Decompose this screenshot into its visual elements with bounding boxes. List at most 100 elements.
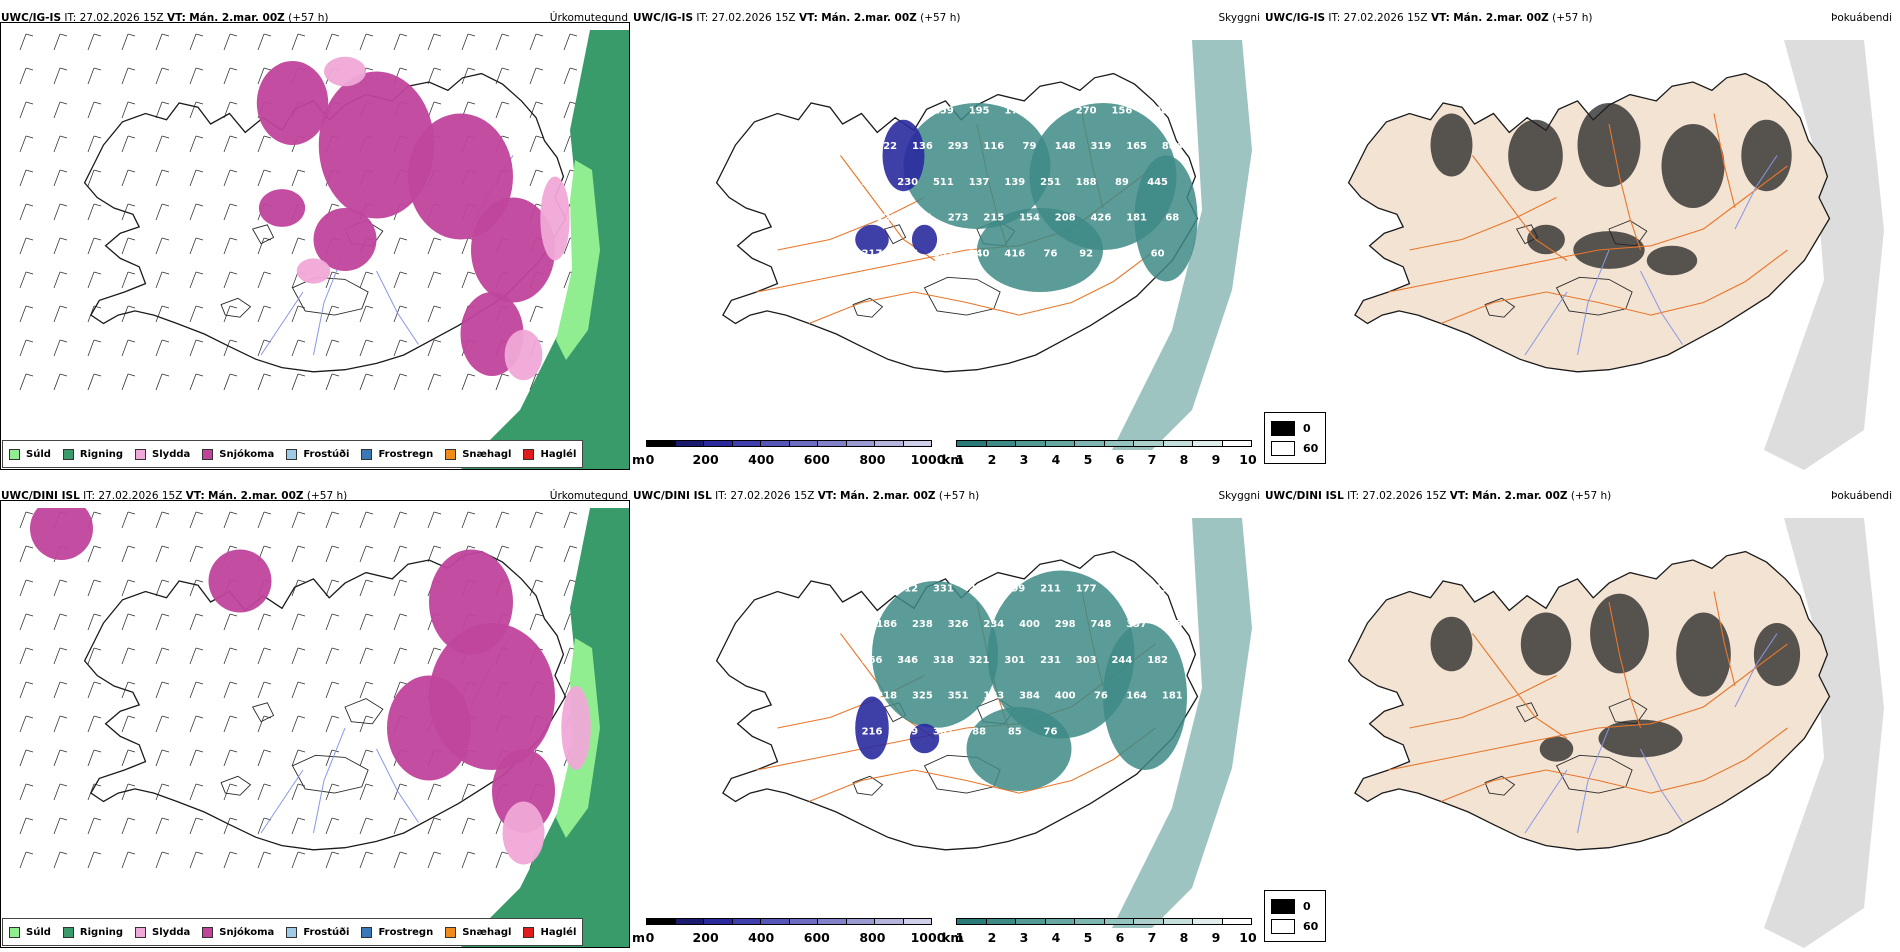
wind-barb: [427, 33, 435, 51]
wind-barb-tick: [229, 339, 238, 343]
colorbar-tick: 8: [1179, 930, 1189, 945]
wind-barb: [495, 33, 503, 51]
legend-swatch: [202, 448, 214, 460]
wind-barb: [393, 33, 401, 51]
wind-barb-tick: [229, 817, 238, 821]
visibility-label: 337: [1126, 619, 1147, 630]
visibility-label: 353: [933, 248, 954, 259]
precip-legend-item: Snjókoma: [202, 448, 274, 460]
colorbar-bin: [1134, 441, 1164, 446]
legend-swatch: [361, 448, 373, 460]
wind-barb-tick: [127, 749, 136, 753]
wind-barb-tick: [365, 715, 374, 719]
wind-barb: [529, 169, 537, 187]
wind-barb: [121, 271, 129, 289]
wind-barb-tick: [59, 33, 68, 37]
wind-barb: [359, 613, 367, 631]
legend-swatch: [523, 926, 535, 938]
wind-barb: [291, 783, 299, 801]
visibility-label: 211: [1040, 584, 1061, 595]
road: [1608, 601, 1642, 729]
wind-barb-tick: [535, 33, 544, 37]
wind-barb-tick: [59, 305, 68, 309]
legend-label: Snæhagl: [462, 926, 512, 938]
visibility-label: 217: [862, 248, 883, 259]
wind-barb: [359, 271, 367, 289]
wind-barb-tick: [25, 373, 34, 377]
wind-barb-tick: [433, 101, 442, 105]
wind-barb: [189, 749, 197, 767]
wind-barb: [19, 681, 27, 699]
colorbar-tick: 5: [1083, 452, 1093, 467]
visibility-label: 395: [1162, 619, 1183, 630]
wind-barb: [155, 579, 163, 597]
wind-barb-tick: [467, 511, 476, 515]
road: [1409, 675, 1557, 729]
glacier-outline: [1515, 702, 1539, 723]
wind-barb-tick: [229, 647, 238, 651]
wind-barb: [393, 681, 401, 699]
wind-barb-tick: [297, 305, 306, 309]
wind-barb-tick: [297, 613, 306, 617]
wind-barb: [563, 511, 571, 529]
legend-label: Rigning: [79, 448, 124, 460]
visibility-label: 216: [862, 726, 883, 737]
wind-barb-tick: [93, 579, 102, 583]
visibility-label: 426: [1090, 213, 1111, 224]
panel-title: Skyggni: [1218, 490, 1261, 502]
wind-barb: [87, 169, 95, 187]
wind-barb: [529, 511, 537, 529]
glacier-outline: [1555, 754, 1633, 794]
wind-barb: [495, 511, 503, 529]
visibility-colorbar: km 1 2 3 4 5 6 7 8 9 10: [942, 440, 1262, 470]
wind-barb-tick: [229, 169, 238, 173]
wind-barb-tick: [25, 237, 34, 241]
snow-area: [313, 208, 377, 271]
low-cloud-area: [909, 723, 940, 754]
wind-barb: [291, 613, 299, 631]
wind-barb-tick: [229, 511, 238, 515]
wind-barb: [529, 67, 537, 85]
wind-barb-tick: [25, 339, 34, 343]
wind-barb: [257, 749, 265, 767]
visibility-label: 136: [912, 141, 933, 152]
wind-barb-tick: [195, 783, 204, 787]
wind-barb: [257, 373, 265, 391]
wind-barb-tick: [365, 783, 374, 787]
wind-barb-tick: [535, 305, 544, 309]
visibility-label: 199: [1004, 584, 1025, 595]
visibility-label: 206: [1147, 106, 1168, 117]
cloudbase-colorbar: m 0 200 400 600 800 1000: [632, 440, 945, 470]
colorbar-tick: 3: [1019, 930, 1029, 945]
wind-barb: [393, 817, 401, 835]
wind-barb-tick: [229, 715, 238, 719]
wind-barb: [189, 203, 197, 221]
wind-barb-tick: [161, 101, 170, 105]
wind-barb-tick: [161, 237, 170, 241]
colorbar-tick: 0: [645, 930, 655, 945]
colorbar-bin: [986, 441, 1016, 446]
visibility-label: 511: [933, 177, 954, 188]
wind-barb: [223, 647, 231, 665]
wind-barb-tick: [263, 783, 272, 787]
wind-barb-tick: [93, 169, 102, 173]
wind-barb: [19, 545, 27, 563]
wind-barb-tick: [365, 511, 374, 515]
wind-barb-tick: [501, 67, 510, 71]
wind-barb-tick: [93, 373, 102, 377]
wind-barb: [53, 817, 61, 835]
low-cloud-area: [855, 696, 889, 760]
river: [1734, 633, 1778, 708]
wind-barb-tick: [433, 647, 442, 651]
wind-barb: [461, 33, 469, 51]
wind-barb: [87, 715, 95, 733]
visibility-label: 381: [912, 213, 933, 224]
fog-area: [1577, 103, 1641, 187]
wind-barb: [87, 817, 95, 835]
wind-barb-tick: [229, 203, 238, 207]
wind-barb: [257, 681, 265, 699]
wind-barb-tick: [93, 817, 102, 821]
legend-swatch: [523, 448, 535, 460]
wind-barb-tick: [59, 271, 68, 275]
wind-barb-tick: [229, 681, 238, 685]
